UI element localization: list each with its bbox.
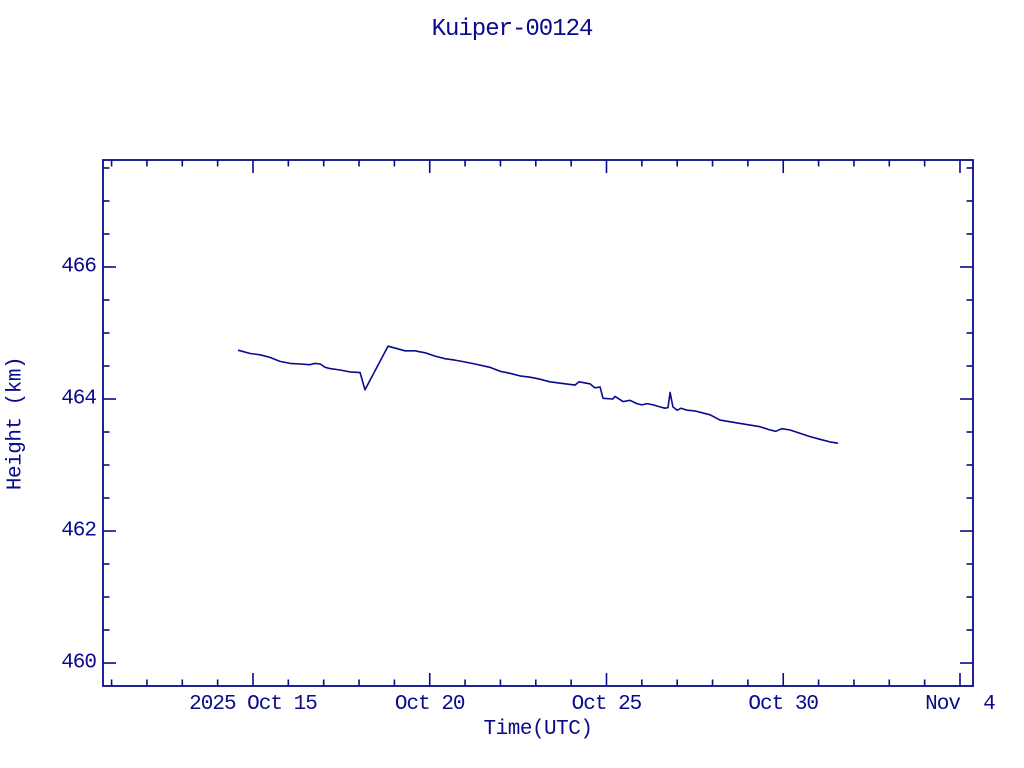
y-tick-label: 466 <box>61 255 97 279</box>
x-tick-label: Oct 20 <box>394 693 466 716</box>
y-tick-label: 464 <box>61 387 97 411</box>
chart-title: Kuiper-00124 <box>431 16 594 43</box>
y-tick-label: 460 <box>61 651 97 675</box>
y-axis-label: Height (km) <box>4 356 28 491</box>
x-tick-label: Oct 30 <box>748 693 819 716</box>
height-decay-line <box>237 345 839 444</box>
axes-frame <box>102 159 974 687</box>
y-tick-label: 462 <box>61 519 97 543</box>
x-tick-label: Oct 25 <box>571 693 643 716</box>
x-axis-label: Time(UTC) <box>483 718 593 741</box>
x-tick-label: 2025 Oct 15 <box>189 693 318 716</box>
x-tick-label: Nov 4 <box>925 693 996 716</box>
